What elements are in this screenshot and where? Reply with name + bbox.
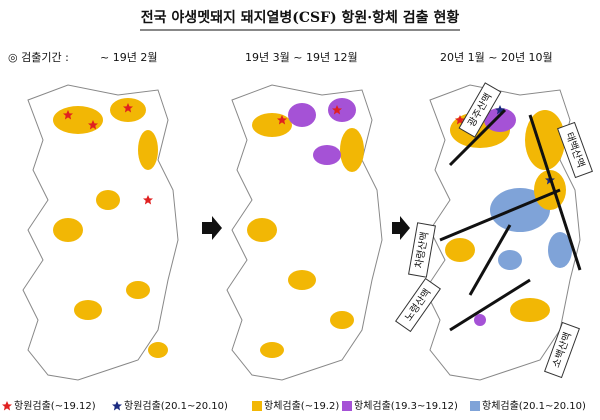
period-label: ~ 19년 2월 (100, 51, 157, 64)
legend-swatch (342, 401, 352, 411)
legend-label: 항원검출(~19.12) (14, 400, 96, 412)
legend-swatch (470, 401, 480, 411)
period-label: 19년 3월 ~ 19년 12월 (245, 51, 358, 64)
legend-label: 항체검출(19.3~19.12) (354, 400, 458, 412)
label-box (395, 277, 441, 333)
label-box (458, 82, 502, 138)
legend: 항원검출(~19.12) 항원검출(20.1~20.10) 항체검출(~19.2) 항… (2, 400, 586, 412)
mountain-label: 태백산맥 (557, 121, 593, 179)
label-box (408, 222, 436, 278)
legend-label: 항원검출(20.1~20.10) (124, 400, 228, 412)
legend-swatch (252, 401, 262, 411)
arrow (202, 216, 222, 240)
period-prefix: ◎ 검출기간 : (8, 51, 69, 64)
legend-star (112, 401, 122, 411)
period-label: 20년 1월 ~ 20년 10월 (440, 51, 553, 64)
arrow (392, 216, 410, 240)
label-box (544, 321, 580, 379)
mountain-label: 차령산맥 (408, 222, 436, 278)
legend-label: 항체검출(~19.2) (264, 400, 339, 412)
map-3 (424, 84, 582, 381)
legend-label: 항체검출(20.1~20.10) (482, 400, 586, 412)
label-box (557, 121, 593, 179)
map-1 (22, 84, 179, 381)
legend-star (2, 401, 12, 411)
mountain-label: 소백산맥 (544, 321, 580, 379)
title: 전국 야생멧돼지 돼지열병(CSF) 항원·항체 검출 현황 (141, 9, 460, 26)
map-2 (226, 84, 383, 381)
